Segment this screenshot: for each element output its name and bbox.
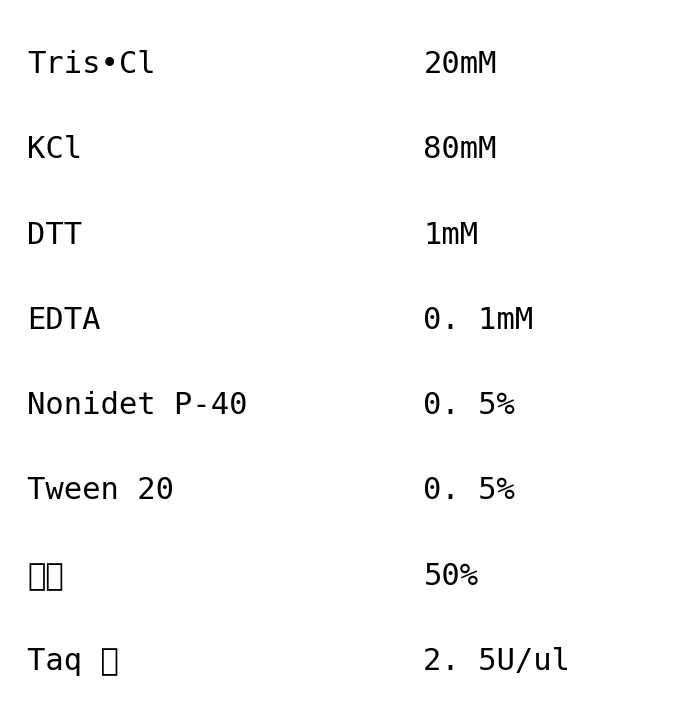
Text: 20mM: 20mM bbox=[423, 50, 497, 79]
Text: 1mM: 1mM bbox=[423, 221, 479, 250]
Text: DTT: DTT bbox=[27, 221, 83, 250]
Text: 0. 5%: 0. 5% bbox=[423, 391, 516, 420]
Text: 80mM: 80mM bbox=[423, 135, 497, 164]
Text: KCl: KCl bbox=[27, 135, 83, 164]
Text: EDTA: EDTA bbox=[27, 306, 101, 335]
Text: 2. 5U/ul: 2. 5U/ul bbox=[423, 647, 570, 676]
Text: Tris•Cl: Tris•Cl bbox=[27, 50, 156, 79]
Text: Nonidet P-40: Nonidet P-40 bbox=[27, 391, 248, 420]
Text: 0. 5%: 0. 5% bbox=[423, 476, 516, 505]
Text: 甘油: 甘油 bbox=[27, 562, 64, 591]
Text: Tween 20: Tween 20 bbox=[27, 476, 174, 505]
Text: Taq 酶: Taq 酶 bbox=[27, 647, 120, 676]
Text: 50%: 50% bbox=[423, 562, 479, 591]
Text: 0. 1mM: 0. 1mM bbox=[423, 306, 533, 335]
